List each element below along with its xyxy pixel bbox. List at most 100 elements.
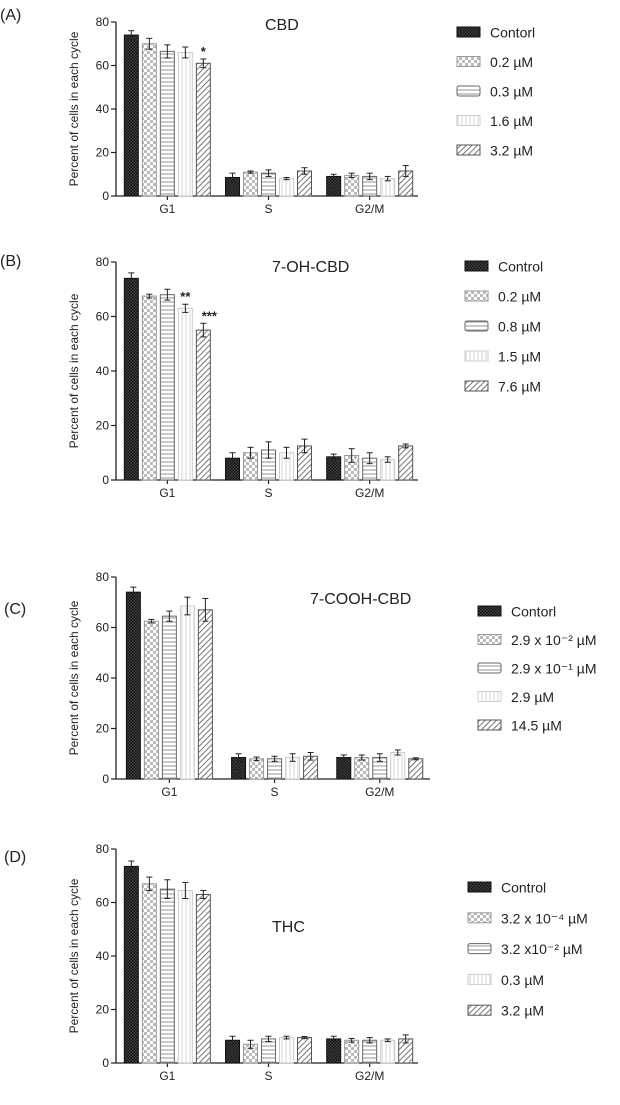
bar <box>249 758 265 780</box>
bar <box>279 178 295 197</box>
bar <box>261 1038 277 1064</box>
chart-title: 7-OH-CBD <box>272 259 349 276</box>
y-tick-label: 20 <box>96 419 110 433</box>
legend-swatch <box>464 320 489 332</box>
bar <box>179 605 195 780</box>
legend-swatch <box>456 115 481 126</box>
y-tick-label: 20 <box>96 722 110 736</box>
y-tick-label: 60 <box>96 896 110 910</box>
panel-label: (B) <box>0 253 21 270</box>
legend-swatch <box>456 26 481 38</box>
legend-label: 2.9 x 10⁻¹ µM <box>511 661 596 677</box>
legend-label: 3.2 µM <box>490 143 533 159</box>
legend-label: 14.5 µM <box>511 718 562 734</box>
legend-swatch <box>467 881 492 893</box>
legend-label: Contorl <box>490 25 535 41</box>
y-tick-label: 60 <box>96 310 110 324</box>
bar <box>161 615 177 780</box>
legend-swatch <box>467 912 492 924</box>
bar <box>177 889 193 1064</box>
bar <box>125 591 141 780</box>
bar <box>141 43 157 197</box>
bar <box>344 174 360 197</box>
bar <box>123 34 139 197</box>
legend-swatch <box>456 85 481 97</box>
bar <box>143 620 159 780</box>
x-tick-label: G2/M <box>355 202 384 216</box>
bar <box>123 277 139 481</box>
chart-title: CBD <box>265 17 299 34</box>
bar <box>408 758 424 780</box>
x-tick-label: S <box>265 486 273 500</box>
legend-swatch <box>477 634 502 645</box>
legend-label: Control <box>501 880 546 896</box>
y-tick-label: 40 <box>96 364 110 378</box>
x-tick-label: G1 <box>159 486 175 500</box>
legend-label: 0.3 µM <box>490 84 533 100</box>
legend-swatch <box>464 350 489 362</box>
y-tick-label: 80 <box>96 842 110 856</box>
y-tick-label: 0 <box>102 1056 109 1070</box>
chart-title: 7-COOH-CBD <box>310 591 411 608</box>
legend-swatch <box>477 691 502 702</box>
panel-label: (A) <box>0 7 21 24</box>
y-tick-label: 20 <box>96 146 110 160</box>
bar <box>177 307 193 481</box>
x-tick-label: G1 <box>159 1069 175 1083</box>
legend-swatch <box>477 662 502 674</box>
x-tick-label: S <box>271 785 279 799</box>
x-tick-label: S <box>265 202 273 216</box>
x-tick-label: G1 <box>159 202 175 216</box>
significance-marker: * <box>201 44 207 59</box>
bar <box>197 609 213 780</box>
bar <box>362 1039 378 1064</box>
y-tick-label: 80 <box>96 570 110 584</box>
y-tick-label: 80 <box>96 15 110 29</box>
y-axis-label: Percent of cells in each cycle <box>67 600 81 755</box>
legend-swatch <box>464 380 489 392</box>
bar <box>326 456 342 481</box>
panel-label: (D) <box>4 849 26 866</box>
y-tick-label: 0 <box>102 772 109 786</box>
legend-label: 2.9 x 10⁻² µM <box>511 632 596 648</box>
legend-swatch <box>467 973 492 985</box>
legend-label: 3.2 x10⁻² µM <box>501 941 583 957</box>
legend-label: 3.2 x 10⁻⁴ µM <box>501 910 588 926</box>
y-tick-label: 40 <box>96 102 110 116</box>
bar <box>326 175 342 197</box>
bar <box>380 1039 396 1064</box>
y-tick-label: 60 <box>96 621 110 635</box>
bar <box>141 883 157 1064</box>
y-axis-label: Percent of cells in each cycle <box>67 293 81 448</box>
legend-swatch <box>467 943 492 955</box>
legend-swatch <box>464 260 489 272</box>
legend-label: 0.8 µM <box>498 319 541 335</box>
bar <box>354 757 370 780</box>
bar <box>336 757 352 780</box>
bar <box>159 50 175 197</box>
legend-label: 0.3 µM <box>501 972 544 988</box>
bar <box>123 865 139 1064</box>
bar <box>398 445 414 481</box>
legend-swatch <box>456 144 481 156</box>
bar <box>344 1039 360 1064</box>
y-axis-label: Percent of cells in each cycle <box>67 31 81 186</box>
y-tick-label: 0 <box>102 189 109 203</box>
legend-label: Control <box>498 259 543 275</box>
significance-marker: ** <box>180 289 191 304</box>
bar <box>177 51 193 197</box>
legend-label: 2.9 µM <box>511 689 554 705</box>
legend-label: 7.6 µM <box>498 379 541 395</box>
legend-swatch <box>477 605 502 617</box>
bar <box>195 62 211 197</box>
y-tick-label: 60 <box>96 59 110 73</box>
bar <box>159 294 175 481</box>
y-tick-label: 40 <box>96 671 110 685</box>
legend-label: Contorl <box>511 604 556 620</box>
bar <box>195 893 211 1064</box>
x-tick-label: G2/M <box>355 1069 384 1083</box>
legend-swatch <box>467 1004 492 1016</box>
bar <box>390 751 406 780</box>
y-axis-label: Percent of cells in each cycle <box>67 878 81 1033</box>
